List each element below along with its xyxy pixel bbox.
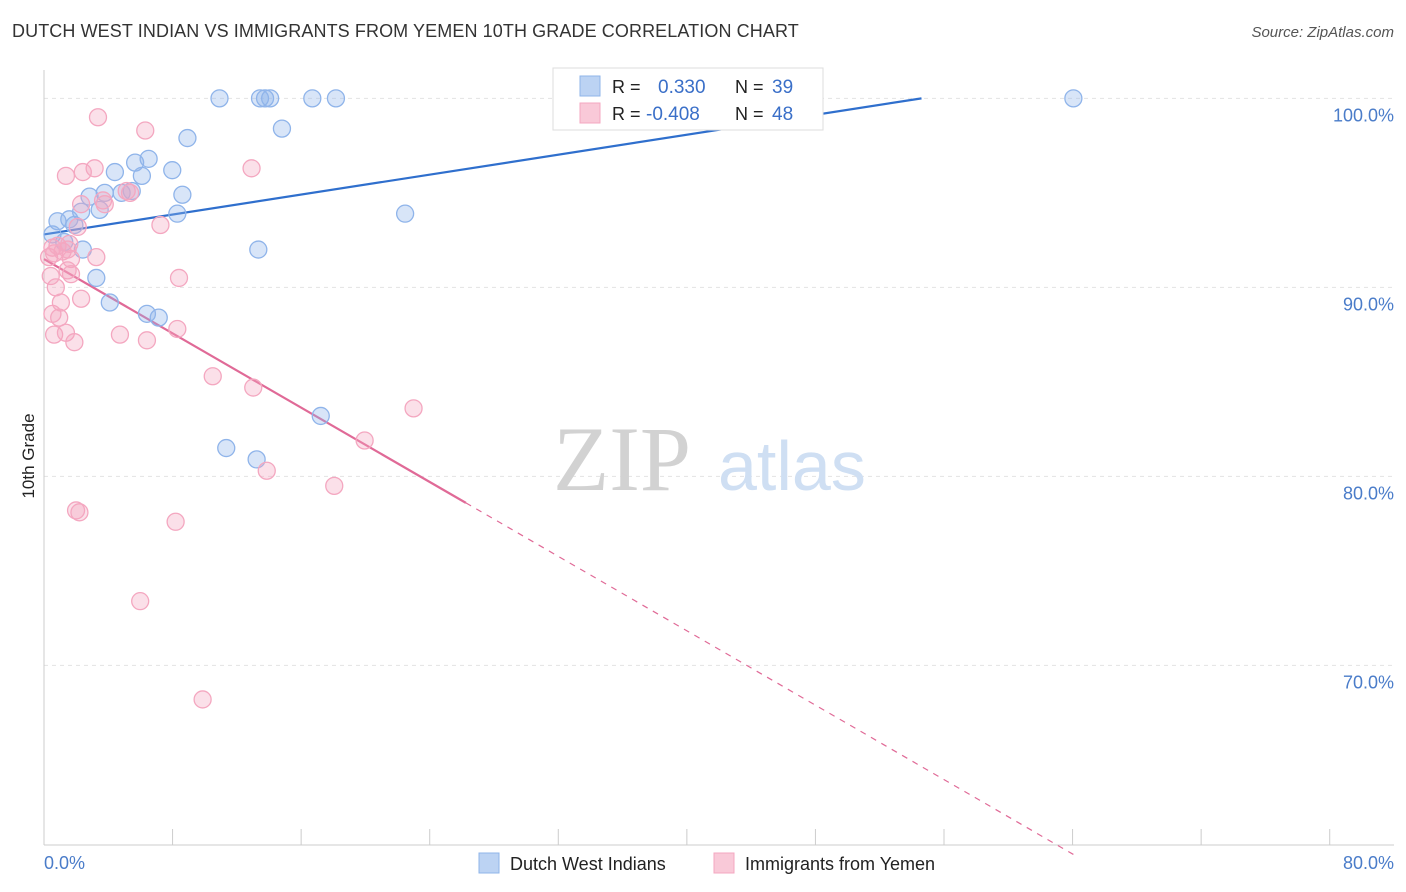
point-immigrants-from-yemen-40 <box>203 367 222 386</box>
point-immigrants-from-yemen-17 <box>65 333 84 352</box>
y-axis-label: 10th Grade <box>19 413 38 498</box>
point-immigrants-from-yemen-35 <box>151 215 170 235</box>
point-immigrants-from-yemen-9 <box>51 293 71 312</box>
point-immigrants-from-yemen-26 <box>88 108 108 127</box>
point-dutch-west-indians-20 <box>163 161 182 180</box>
watermark-zip: ZIP <box>553 408 691 510</box>
point-dutch-west-indians-16 <box>132 166 152 186</box>
point-immigrants-from-yemen-12 <box>56 166 76 186</box>
y-tick-label-90: 90.0% <box>1343 294 1394 314</box>
point-immigrants-from-yemen-23 <box>73 162 92 182</box>
y-tick-label-100: 100.0% <box>1333 105 1394 125</box>
point-dutch-west-indians-8 <box>87 268 106 288</box>
y-tick-label-80: 80.0% <box>1343 483 1394 503</box>
point-dutch-west-indians-18 <box>137 304 157 323</box>
point-dutch-west-indians-34 <box>311 406 330 426</box>
point-immigrants-from-yemen-24 <box>85 159 104 178</box>
point-immigrants-from-yemen-41 <box>242 159 261 178</box>
point-dutch-west-indians-5 <box>71 202 91 221</box>
source-label: Source: ZipAtlas.com <box>1251 24 1394 41</box>
y-tick-label-70: 70.0% <box>1343 672 1394 692</box>
point-dutch-west-indians-17 <box>139 149 158 168</box>
stats-legend: R = 0.330 N = 39 R = -0.408 N = 48 <box>552 67 824 131</box>
point-dutch-west-indians-35 <box>395 204 415 223</box>
point-immigrants-from-yemen-38 <box>169 268 189 288</box>
legend-label-dutch-west-indians: Dutch West Indians <box>510 854 666 874</box>
point-immigrants-from-yemen-22 <box>71 195 91 214</box>
point-immigrants-from-yemen-6 <box>46 278 65 297</box>
stats-n-label-2: N = <box>735 104 764 124</box>
trendline-extension-1 <box>465 502 1074 855</box>
point-immigrants-from-yemen-37 <box>168 319 187 339</box>
point-dutch-west-indians-25 <box>217 438 236 458</box>
point-dutch-west-indians-30 <box>247 450 266 469</box>
point-immigrants-from-yemen-16 <box>61 264 81 284</box>
legend-swatch-dutch-west-indians <box>478 852 500 874</box>
point-dutch-west-indians-33 <box>326 89 346 108</box>
point-immigrants-from-yemen-42 <box>244 378 263 397</box>
point-immigrants-from-yemen-44 <box>325 476 344 496</box>
watermark-atlas: atlas <box>718 427 866 505</box>
trendline-1 <box>43 258 467 504</box>
point-immigrants-from-yemen-25 <box>87 247 106 267</box>
stats-swatch-blue <box>579 75 601 97</box>
stats-r-label-1: R = <box>612 77 641 97</box>
stats-r-value-1: 0.330 <box>658 77 706 98</box>
point-immigrants-from-yemen-36 <box>166 512 185 531</box>
stats-swatch-pink <box>579 102 601 124</box>
point-dutch-west-indians-32 <box>303 89 322 108</box>
point-dutch-west-indians-19 <box>149 308 168 327</box>
y-tick-labels: 100.0% 90.0% 80.0% 70.0% <box>1333 105 1394 692</box>
point-dutch-west-indians-26 <box>250 89 270 108</box>
point-immigrants-from-yemen-19 <box>68 217 87 237</box>
point-dutch-west-indians-31 <box>272 119 292 138</box>
point-immigrants-from-yemen-28 <box>95 195 114 214</box>
point-dutch-west-indians-24 <box>210 89 229 108</box>
point-dutch-west-indians-29 <box>249 240 268 259</box>
point-immigrants-from-yemen-47 <box>58 240 77 259</box>
point-dutch-west-indians-11 <box>100 293 119 312</box>
point-dutch-west-indians-38 <box>1064 89 1083 108</box>
point-immigrants-from-yemen-43 <box>257 461 276 480</box>
point-immigrants-from-yemen-34 <box>137 331 157 350</box>
point-dutch-west-indians-22 <box>173 185 192 204</box>
point-immigrants-from-yemen-20 <box>70 503 89 522</box>
point-immigrants-from-yemen-32 <box>131 592 150 611</box>
point-dutch-west-indians-21 <box>168 204 187 223</box>
point-dutch-west-indians-23 <box>178 128 197 148</box>
legend-label-immigrants-from-yemen: Immigrants from Yemen <box>745 854 935 874</box>
stats-n-label-1: N = <box>735 77 764 97</box>
point-dutch-west-indians-9 <box>90 200 109 220</box>
point-immigrants-from-yemen-31 <box>120 183 140 203</box>
x-tick-label-min: 0.0% <box>44 853 85 873</box>
point-immigrants-from-yemen-45 <box>355 431 374 450</box>
chart-title: DUTCH WEST INDIAN VS IMMIGRANTS FROM YEM… <box>12 21 799 41</box>
point-immigrants-from-yemen-29 <box>110 325 130 344</box>
point-immigrants-from-yemen-1 <box>41 266 60 286</box>
point-dutch-west-indians-27 <box>255 89 275 108</box>
legend-swatch-immigrants-from-yemen <box>713 852 735 874</box>
series-legend: Dutch West Indians Immigrants from Yemen <box>478 852 935 874</box>
point-dutch-west-indians-28 <box>260 89 280 108</box>
stats-n-value-2: 48 <box>772 104 793 125</box>
stats-n-value-1: 39 <box>772 77 793 98</box>
stats-r-value-2: -0.408 <box>646 104 700 125</box>
point-immigrants-from-yemen-8 <box>50 308 69 327</box>
x-tick-label-max: 80.0% <box>1343 853 1394 873</box>
axes <box>43 70 1394 846</box>
point-immigrants-from-yemen-33 <box>136 121 155 140</box>
point-immigrants-from-yemen-39 <box>193 690 212 709</box>
stats-r-label-2: R = <box>612 104 641 124</box>
point-immigrants-from-yemen-15 <box>61 249 81 269</box>
point-immigrants-from-yemen-21 <box>71 289 91 308</box>
point-immigrants-from-yemen-46 <box>404 399 423 418</box>
data-points <box>39 89 1083 709</box>
point-dutch-west-indians-12 <box>105 162 125 182</box>
watermark: ZIP atlas <box>553 408 866 510</box>
